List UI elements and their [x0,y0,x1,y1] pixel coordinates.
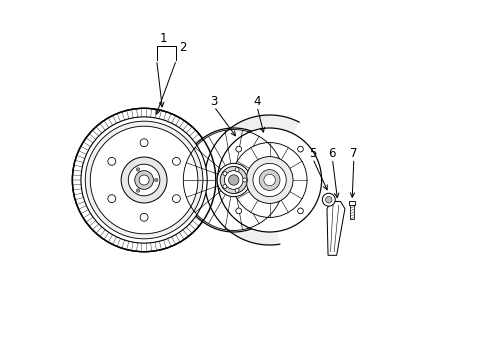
Text: 4: 4 [253,95,260,108]
Circle shape [108,195,116,203]
Circle shape [128,164,160,196]
Circle shape [322,193,335,206]
Circle shape [217,163,250,197]
Circle shape [72,108,215,252]
Circle shape [220,166,247,194]
Circle shape [85,121,203,239]
Circle shape [121,157,167,203]
Circle shape [264,174,275,186]
Bar [349,206,353,219]
Circle shape [154,178,158,182]
Circle shape [232,143,306,217]
Circle shape [235,146,241,152]
Text: 3: 3 [210,95,217,108]
Circle shape [235,188,239,192]
Circle shape [235,208,241,214]
Text: 5: 5 [308,147,316,159]
Circle shape [325,197,331,203]
Circle shape [228,175,239,185]
Circle shape [182,128,285,232]
Circle shape [140,139,148,147]
Circle shape [139,175,149,185]
Circle shape [140,213,148,221]
Circle shape [172,157,180,165]
FancyBboxPatch shape [348,201,355,206]
Circle shape [136,189,140,192]
Circle shape [245,157,292,203]
Circle shape [135,171,153,189]
Text: 1: 1 [160,32,167,45]
Circle shape [90,126,198,234]
Circle shape [297,146,303,152]
Text: 2: 2 [179,41,186,54]
Circle shape [235,168,239,172]
Circle shape [252,163,285,197]
Text: 7: 7 [349,147,357,159]
Polygon shape [326,202,344,255]
Circle shape [108,157,116,165]
Circle shape [223,172,226,176]
Circle shape [136,168,140,171]
Circle shape [224,171,243,189]
Circle shape [242,178,246,182]
Circle shape [172,195,180,203]
Circle shape [217,128,321,232]
Polygon shape [204,115,299,245]
Circle shape [81,117,207,243]
Text: 6: 6 [328,147,335,159]
Circle shape [297,208,303,214]
Circle shape [259,170,280,190]
Circle shape [223,184,226,188]
